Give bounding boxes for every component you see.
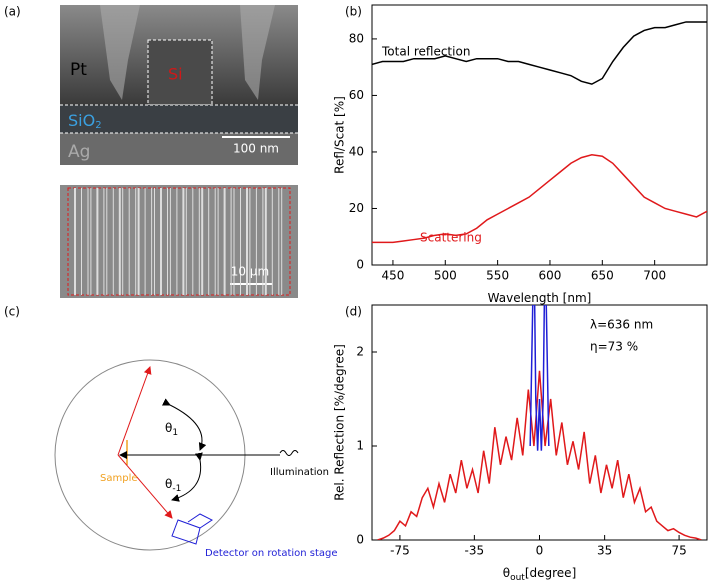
sample-label: Sample <box>100 473 138 484</box>
x-tick-label: 700 <box>643 269 666 283</box>
y-axis-label: Refl/Scat [%] <box>333 96 347 174</box>
sem-top <box>60 5 298 165</box>
x-tick-label: 650 <box>591 269 614 283</box>
label-pt: Pt <box>70 60 87 80</box>
y-tick-label: 1 <box>356 439 364 453</box>
theta-1: θ-1 <box>165 477 181 494</box>
annotation: λ=636 nm <box>590 318 653 332</box>
diagram <box>54 359 299 551</box>
y-tick-label: 80 <box>349 31 364 45</box>
y-tick-label: 20 <box>349 201 364 215</box>
label-sio2: SiO2 <box>68 111 102 132</box>
label-ag: Ag <box>68 142 90 162</box>
x-tick-label: 500 <box>434 269 457 283</box>
scale-label: 10 µm <box>231 265 269 279</box>
x-axis-label-part: Wavelength [nm] <box>488 291 592 305</box>
x-tick-label: 550 <box>486 269 509 283</box>
x-axis-label-part: [degree] <box>525 566 576 580</box>
theta1: θ1 <box>165 421 178 438</box>
x-tick-label: 600 <box>539 269 562 283</box>
x-axis-label-part: θ <box>503 566 510 580</box>
x-tick-label: 35 <box>597 544 612 558</box>
plot-frame <box>371 304 708 541</box>
y-tick-label: 0 <box>356 533 364 547</box>
x-axis-label-part: out <box>510 573 525 583</box>
x-tick-label: 450 <box>381 269 404 283</box>
series-label: Scattering <box>420 231 482 245</box>
series-label: Total reflection <box>381 45 470 59</box>
x-tick-label: 0 <box>536 544 544 558</box>
y-tick-label: 40 <box>349 144 364 158</box>
detector-label: Detector on rotation stage <box>205 548 338 559</box>
panel-label: (b) <box>345 5 362 19</box>
illumination-label: Illumination <box>270 467 329 478</box>
label-si: Si <box>168 65 183 84</box>
scale-label: 100 nm <box>233 142 279 156</box>
y-tick-label: 60 <box>349 88 364 102</box>
panel-label: (d) <box>345 305 362 319</box>
panel-label: (c) <box>4 305 20 319</box>
annotation: η=73 % <box>590 340 638 354</box>
series-line <box>529 305 550 451</box>
y-axis-label: Rel. Reflection [%/degree] <box>333 344 347 501</box>
x-tick-label: 75 <box>671 544 686 558</box>
series-line <box>372 21 707 85</box>
series-line <box>372 154 707 244</box>
sem-bottom <box>60 185 298 298</box>
y-tick-label: 0 <box>356 258 364 272</box>
x-axis-label: Wavelength [nm] <box>488 291 592 305</box>
plot-frame <box>371 4 708 266</box>
panel-label: (a) <box>4 5 21 19</box>
y-tick-label: 2 <box>356 345 364 359</box>
x-tick-label: -75 <box>390 544 410 558</box>
x-tick-label: -35 <box>465 544 485 558</box>
series-line <box>377 370 702 540</box>
x-axis-label: θout[degree] <box>503 566 577 583</box>
